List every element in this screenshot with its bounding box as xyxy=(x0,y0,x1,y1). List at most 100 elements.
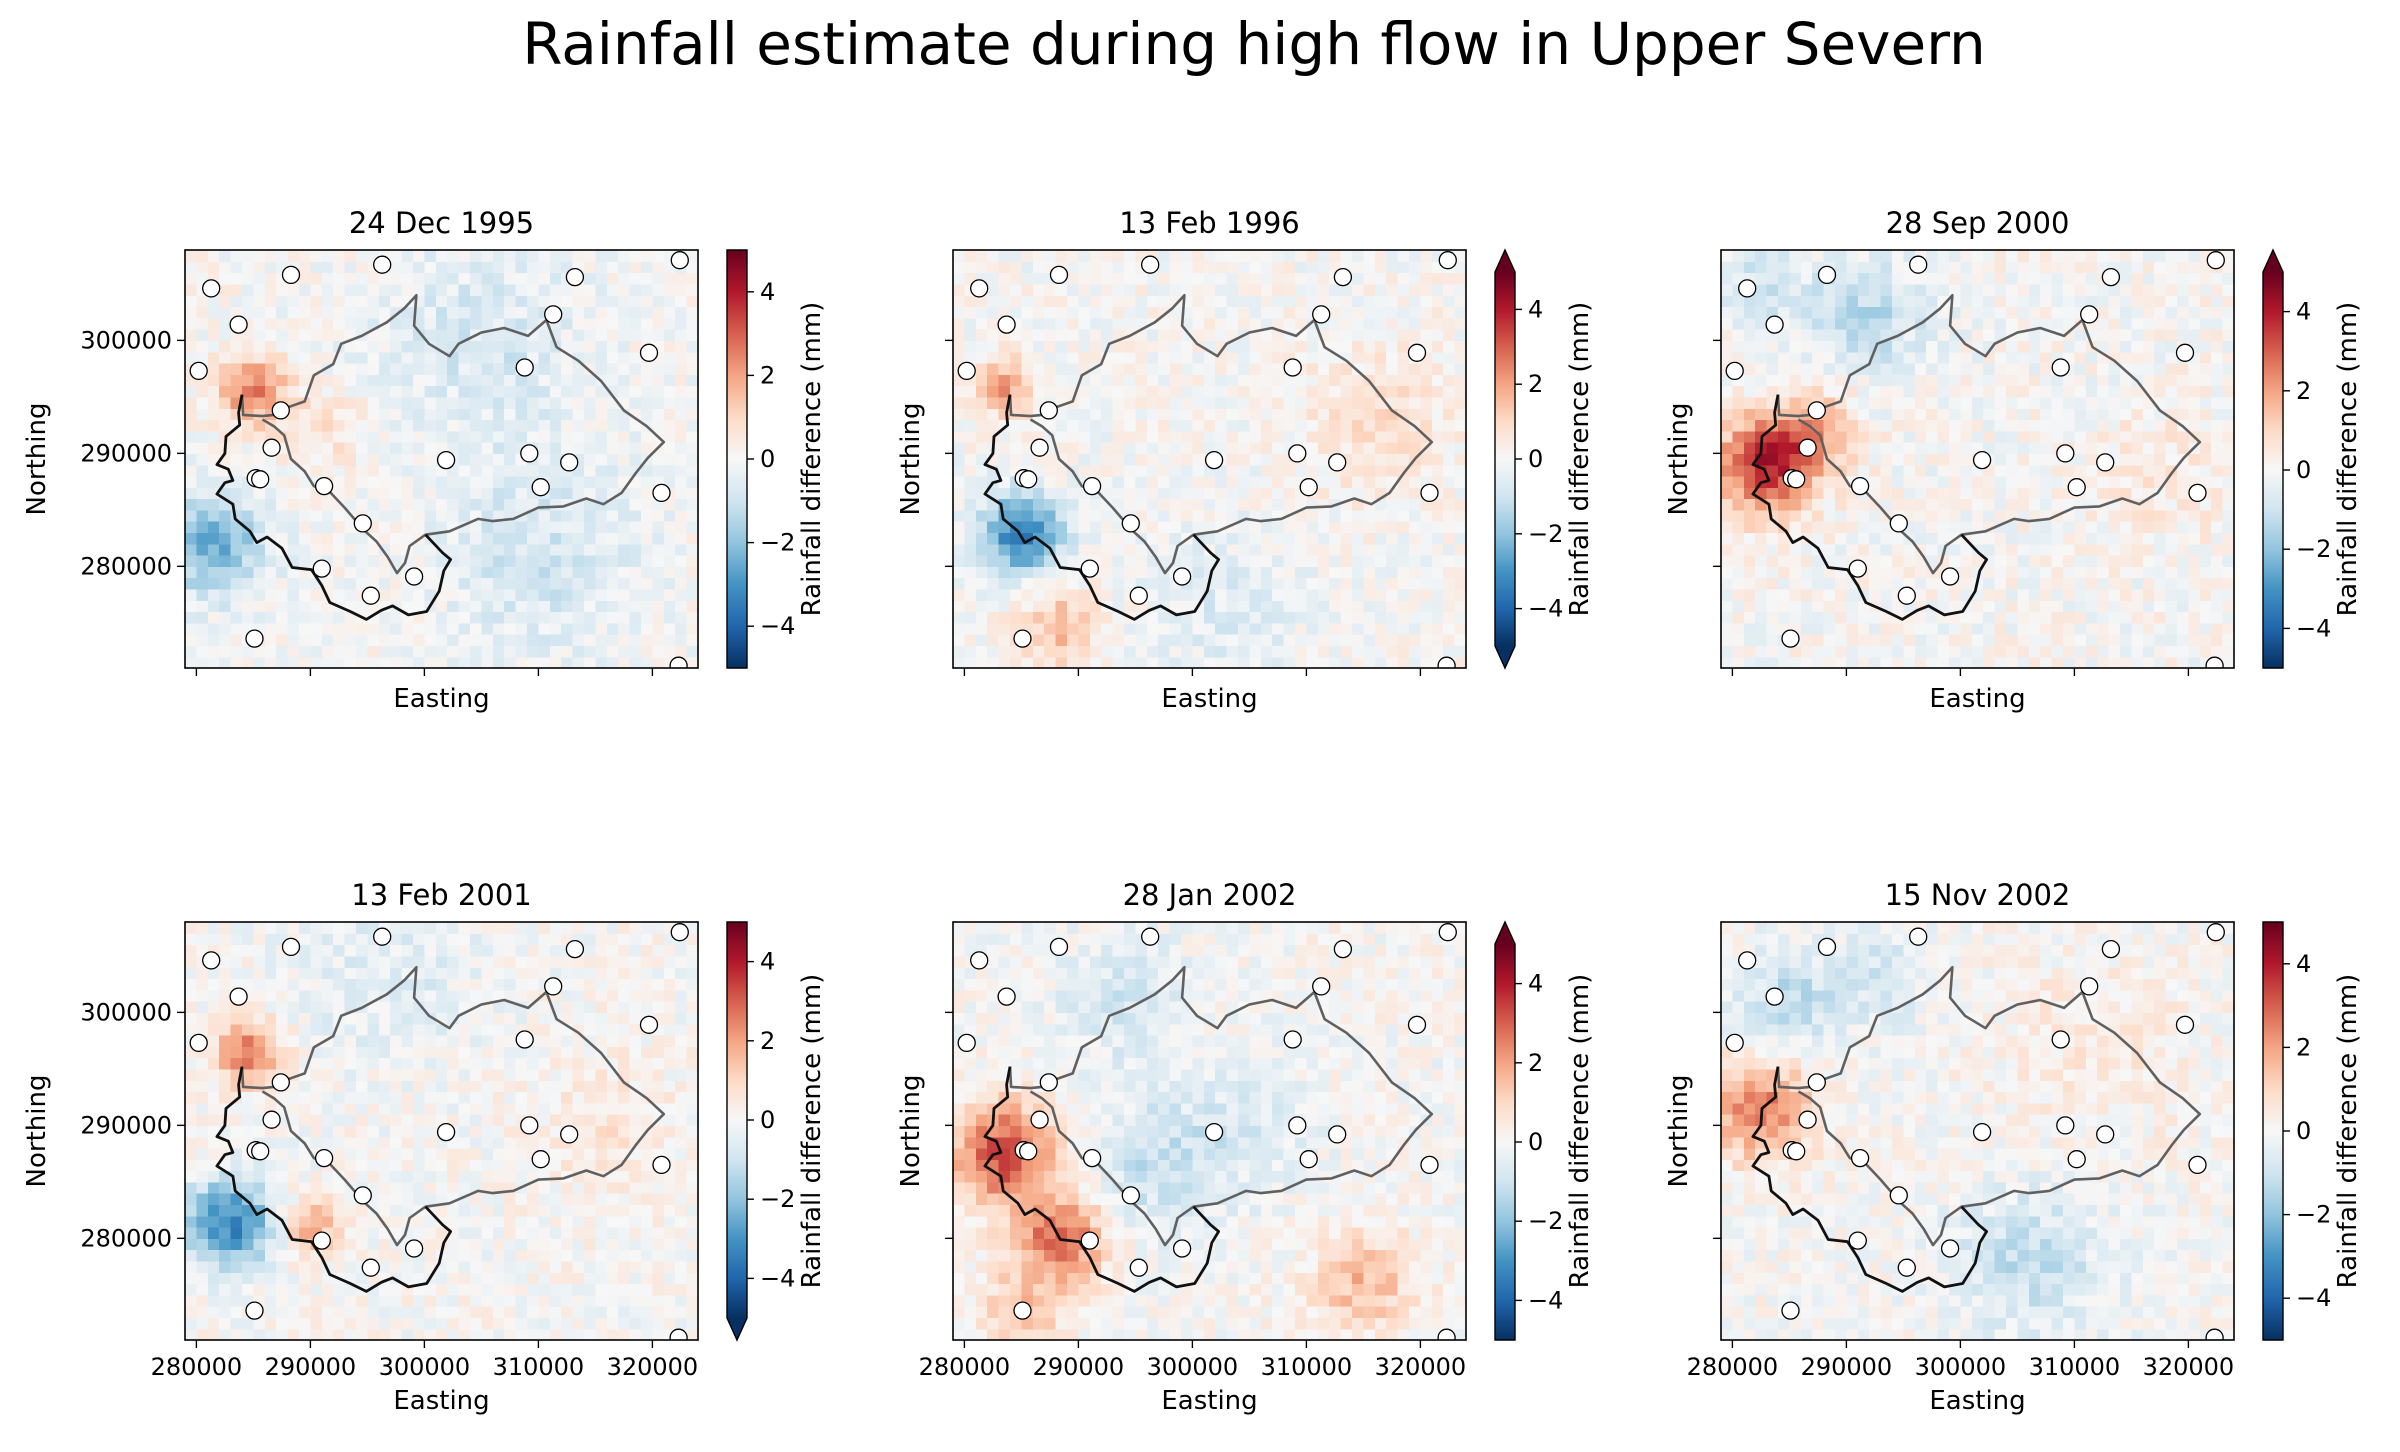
heatmap-cell xyxy=(367,634,379,646)
heatmap-cell xyxy=(1033,555,1045,567)
heatmap-cell xyxy=(987,623,999,635)
heatmap-cell xyxy=(1033,657,1045,669)
heatmap-cell xyxy=(1284,499,1296,511)
heatmap-cell xyxy=(1432,419,1444,431)
heatmap-cell xyxy=(459,397,471,409)
heatmap-cell xyxy=(276,476,288,488)
heatmap-cell xyxy=(2120,476,2132,488)
heatmap-cell xyxy=(675,318,687,330)
heatmap-cell xyxy=(652,284,664,296)
heatmap-cell xyxy=(288,645,300,657)
heatmap-cell xyxy=(447,329,459,341)
heatmap-cell xyxy=(1420,532,1432,544)
heatmap-cell xyxy=(1067,544,1079,556)
heatmap-cell xyxy=(1443,453,1455,465)
heatmap-cell xyxy=(333,566,345,578)
heatmap-cell xyxy=(242,510,254,522)
heatmap-cell xyxy=(1181,645,1193,657)
heatmap-cell xyxy=(253,340,265,352)
heatmap-cell xyxy=(2086,386,2098,398)
heatmap-cell xyxy=(1420,318,1432,330)
heatmap-cell xyxy=(1101,442,1113,454)
heatmap-cell xyxy=(675,374,687,386)
heatmap-cell xyxy=(2029,600,2041,612)
heatmap-cell xyxy=(1420,261,1432,273)
heatmap-cell xyxy=(2086,657,2098,669)
heatmap-cell xyxy=(2177,510,2189,522)
heatmap-cell xyxy=(493,374,505,386)
heatmap-cell xyxy=(1181,374,1193,386)
heatmap-cell xyxy=(459,386,471,398)
heatmap-cell xyxy=(584,600,596,612)
heatmap-cell xyxy=(390,442,402,454)
heatmap-cell xyxy=(322,408,334,420)
heatmap-cell xyxy=(641,612,653,624)
heatmap-cell xyxy=(299,555,311,567)
heatmap-cell xyxy=(1295,634,1307,646)
heatmap-cell xyxy=(379,352,391,364)
heatmap-cell xyxy=(208,555,220,567)
heatmap-cell xyxy=(208,386,220,398)
heatmap-cell xyxy=(2006,419,2018,431)
heatmap-cell xyxy=(1949,408,1961,420)
heatmap-cell xyxy=(607,453,619,465)
heatmap-cell xyxy=(470,431,482,443)
heatmap-cell xyxy=(987,544,999,556)
heatmap-cell xyxy=(595,295,607,307)
heatmap-cell xyxy=(1903,295,1915,307)
heatmap-cell xyxy=(413,408,425,420)
heatmap-cell xyxy=(1443,532,1455,544)
heatmap-cell xyxy=(1443,340,1455,352)
heatmap-cell xyxy=(1238,453,1250,465)
heatmap-cell xyxy=(1021,318,1033,330)
heatmap-cell xyxy=(2166,612,2178,624)
heatmap-cell xyxy=(1272,499,1284,511)
heatmap-cell xyxy=(1204,419,1216,431)
heatmap-cell xyxy=(219,318,231,330)
heatmap-cell xyxy=(1949,419,1961,431)
heatmap-cell xyxy=(208,419,220,431)
heatmap-cell xyxy=(2040,645,2052,657)
heatmap-cell xyxy=(265,645,277,657)
heatmap-cell xyxy=(1227,442,1239,454)
heatmap-cell xyxy=(208,600,220,612)
heatmap-cell xyxy=(2006,634,2018,646)
heatmap-cell xyxy=(470,476,482,488)
heatmap-cell xyxy=(1995,476,2007,488)
heatmap-cell xyxy=(1192,657,1204,669)
heatmap-cell xyxy=(2074,612,2086,624)
heatmap-cell xyxy=(630,352,642,364)
heatmap-cell xyxy=(413,397,425,409)
heatmap-cell xyxy=(1261,521,1273,533)
heatmap-cell xyxy=(1824,374,1836,386)
heatmap-cell xyxy=(1078,589,1090,601)
heatmap-cell xyxy=(1409,578,1421,590)
heatmap-cell xyxy=(2211,612,2223,624)
heatmap-cell xyxy=(1078,453,1090,465)
heatmap-cell xyxy=(1227,589,1239,601)
heatmap-cell xyxy=(1067,453,1079,465)
heatmap-cell xyxy=(276,623,288,635)
heatmap-cell xyxy=(1295,578,1307,590)
heatmap-cell xyxy=(1147,532,1159,544)
heatmap-cell xyxy=(1789,363,1801,375)
heatmap-cell xyxy=(493,250,505,262)
heatmap-cell xyxy=(1147,431,1159,443)
heatmap-cell xyxy=(516,657,528,669)
heatmap-cell xyxy=(1135,555,1147,567)
heatmap-cell xyxy=(1858,465,1870,477)
heatmap-cell xyxy=(1341,657,1353,669)
heatmap-cell xyxy=(607,657,619,669)
heatmap-cell xyxy=(1067,329,1079,341)
heatmap-cell xyxy=(1284,634,1296,646)
heatmap-cell xyxy=(1858,532,1870,544)
heatmap-cell xyxy=(561,521,573,533)
heatmap-cell xyxy=(1078,465,1090,477)
heatmap-cell xyxy=(1181,386,1193,398)
heatmap-cell xyxy=(652,578,664,590)
heatmap-cell xyxy=(1801,600,1813,612)
heatmap-cell xyxy=(459,600,471,612)
heatmap-cell xyxy=(2188,386,2200,398)
heatmap-cell xyxy=(1295,600,1307,612)
heatmap-cell xyxy=(1801,487,1813,499)
